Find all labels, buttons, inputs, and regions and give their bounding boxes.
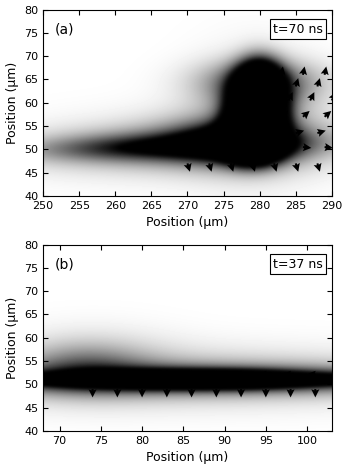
Text: t=70 ns: t=70 ns	[273, 23, 323, 36]
X-axis label: Position (μm): Position (μm)	[146, 452, 229, 464]
X-axis label: Position (μm): Position (μm)	[146, 217, 229, 229]
Y-axis label: Position (μm): Position (μm)	[6, 297, 18, 379]
Text: (a): (a)	[55, 23, 74, 37]
Text: t=37 ns: t=37 ns	[274, 258, 323, 271]
Text: (b): (b)	[55, 258, 74, 272]
Y-axis label: Position (μm): Position (μm)	[6, 62, 18, 144]
